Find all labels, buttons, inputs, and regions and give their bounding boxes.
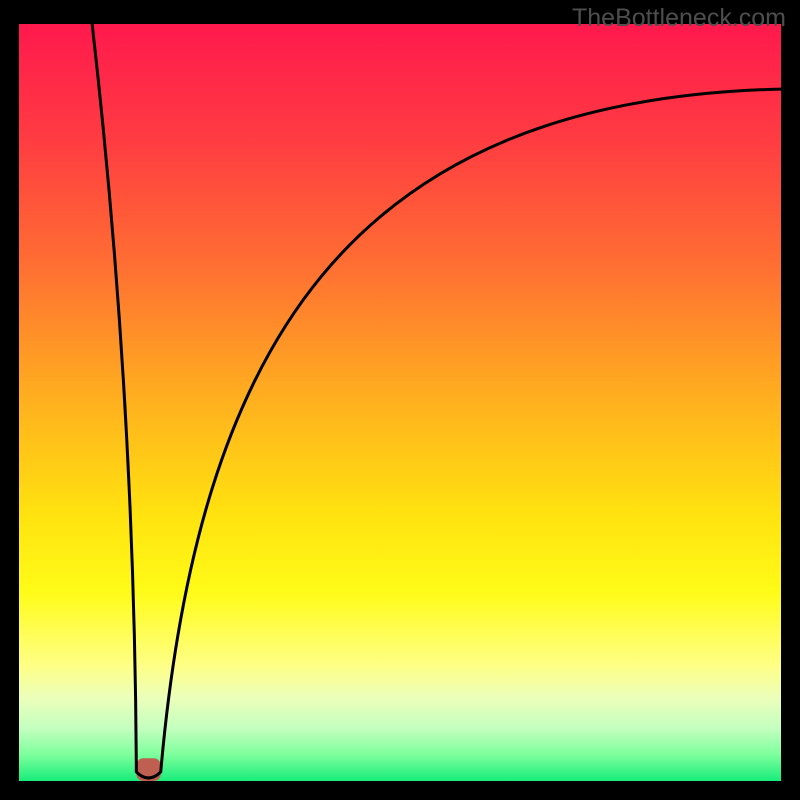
- chart-svg: [0, 0, 800, 800]
- plot-background: [19, 24, 781, 781]
- watermark-text: TheBottleneck.com: [572, 4, 786, 33]
- chart-frame: TheBottleneck.com: [0, 0, 800, 800]
